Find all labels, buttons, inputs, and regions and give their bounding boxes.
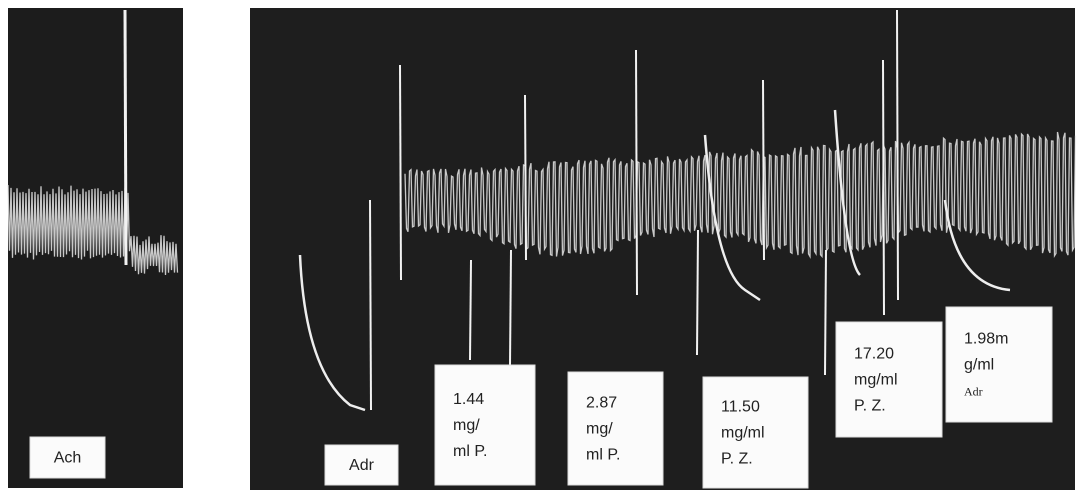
label-text: 1.98m (964, 331, 1008, 348)
label-box (324, 444, 399, 486)
spike (896, 9, 899, 301)
decay-curve (943, 199, 1011, 292)
decay-curve (703, 134, 761, 302)
label-box (945, 306, 1053, 423)
spike (635, 49, 638, 296)
spike (882, 59, 885, 316)
spike (123, 9, 128, 266)
label-text: g/ml (964, 357, 994, 374)
spike (696, 229, 699, 356)
label-text: P. Z. (721, 451, 753, 468)
label-text: Adr (964, 385, 983, 399)
trace (404, 131, 1077, 259)
decay-curve (298, 254, 366, 412)
label-text: ml P. (453, 443, 487, 460)
trace (7, 184, 179, 276)
label-text: 2.87 (586, 395, 617, 412)
label-box (29, 436, 106, 479)
traces (7, 9, 1077, 412)
label-box (567, 371, 664, 486)
spike (509, 249, 512, 366)
spike (399, 64, 402, 281)
label-box (835, 321, 943, 438)
label-boxes: Ach Adr 1.44 mg/ml P. 2.87 mg/ml P. 11.50 mg/ml… (29, 306, 1053, 489)
spike (369, 199, 372, 411)
spike (762, 79, 765, 261)
label-box (434, 364, 536, 486)
label-text: mg/ (586, 421, 613, 438)
label-text: Adr (349, 457, 375, 474)
label-box (702, 376, 809, 489)
label-text: ml P. (586, 447, 620, 464)
label-text: 17.20 (854, 346, 894, 363)
label-text: mg/ml (721, 425, 765, 442)
decay-curve (833, 109, 861, 276)
spike (524, 94, 527, 261)
spike (469, 259, 472, 361)
label-text: mg/ (453, 417, 480, 434)
label-text: mg/ml (854, 372, 898, 389)
spike (824, 249, 827, 376)
label-text: Ach (54, 450, 82, 467)
label-text: 11.50 (721, 399, 760, 416)
label-text: P. Z. (854, 398, 886, 415)
label-text: 1.44 (453, 391, 484, 408)
